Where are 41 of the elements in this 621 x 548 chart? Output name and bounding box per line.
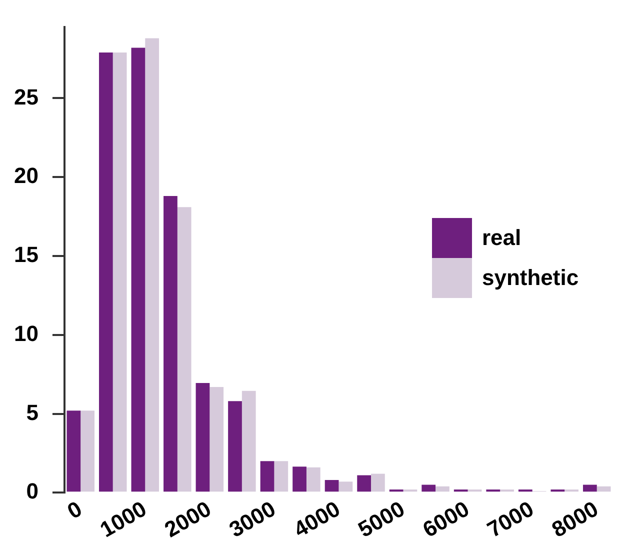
x-tick-label: 7000 bbox=[482, 496, 538, 542]
bar bbox=[596, 486, 611, 492]
bar bbox=[164, 196, 178, 492]
y-tick-label: 0 bbox=[26, 478, 38, 504]
bar bbox=[131, 48, 146, 492]
bar bbox=[112, 52, 127, 492]
bar bbox=[98, 52, 113, 492]
bar bbox=[436, 486, 450, 492]
bar bbox=[338, 482, 353, 492]
bar bbox=[357, 475, 371, 492]
x-tick-label: 0 bbox=[63, 496, 86, 524]
bar bbox=[422, 484, 436, 492]
bar bbox=[80, 410, 94, 492]
x-tick-label: 4000 bbox=[289, 496, 344, 542]
bar bbox=[196, 383, 210, 492]
y-tick-label: 15 bbox=[14, 242, 38, 268]
bar bbox=[582, 484, 597, 492]
x-tick-label: 3000 bbox=[224, 496, 280, 542]
bar bbox=[260, 461, 274, 492]
bar bbox=[306, 467, 320, 492]
bar bbox=[145, 38, 160, 492]
bar bbox=[324, 480, 339, 492]
legend-label: real bbox=[482, 225, 522, 251]
legend-label: synthetic bbox=[482, 265, 579, 291]
bar bbox=[210, 386, 224, 492]
bar bbox=[228, 401, 242, 492]
y-tick-label: 10 bbox=[14, 320, 38, 346]
bar bbox=[177, 207, 192, 492]
y-tick-label: 25 bbox=[14, 84, 38, 110]
y-tick-label: 5 bbox=[26, 400, 38, 425]
bar bbox=[292, 466, 306, 492]
y-tick-label: 20 bbox=[14, 163, 38, 188]
bar bbox=[242, 390, 256, 492]
x-tick-label: 8000 bbox=[548, 496, 602, 542]
x-tick-label: 2000 bbox=[160, 496, 216, 542]
bar bbox=[66, 410, 81, 492]
x-tick-label: 1000 bbox=[96, 496, 151, 542]
bar bbox=[371, 474, 385, 492]
x-tick-label: 6000 bbox=[418, 496, 474, 542]
x-tick-label: 5000 bbox=[354, 496, 409, 542]
bar bbox=[274, 461, 288, 492]
